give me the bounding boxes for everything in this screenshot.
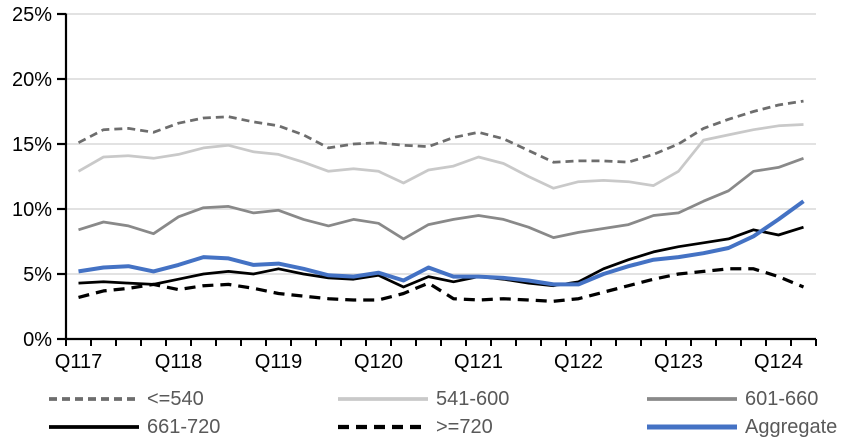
legend-label: <=540	[147, 387, 204, 410]
legend-swatch	[338, 397, 428, 401]
x-axis-label: Q121	[454, 351, 503, 373]
x-axis-label: Q124	[754, 351, 803, 373]
series-line-601-660	[78, 157, 804, 241]
x-axis-label: Q120	[354, 351, 403, 373]
y-axis-label: 25%	[12, 4, 52, 26]
legend-item-601-660: 601-660	[646, 386, 818, 412]
legend-label: 661-720	[147, 415, 221, 438]
series-line--720	[78, 267, 805, 303]
legend-item--720: >=720	[337, 414, 493, 440]
y-axis-label: 15%	[12, 134, 52, 156]
legend-item-541-600: 541-600	[337, 386, 509, 412]
y-axis-label: 5%	[23, 264, 52, 286]
legend-swatch	[49, 425, 139, 429]
series-line-541-600	[77, 123, 804, 190]
legend-swatch	[49, 397, 139, 401]
legend-item-661-720: 661-720	[48, 414, 220, 440]
chart-legend: <=540 541-600 601-660 661-720 >=720 Aggregate	[0, 381, 852, 441]
legend-swatch	[647, 424, 737, 430]
legend-swatch	[647, 397, 737, 401]
legend-label: 601-660	[745, 387, 819, 410]
legend-item--540: <=540	[48, 386, 204, 412]
x-axis-label: Q118	[155, 351, 202, 373]
legend-label: >=720	[436, 415, 493, 438]
y-axis-label: 10%	[12, 199, 52, 221]
legend-swatch	[338, 424, 428, 430]
x-axis-label: Q123	[654, 351, 703, 373]
legend-label: 541-600	[436, 387, 510, 410]
legend-label: Aggregate	[745, 415, 838, 438]
legend-item-aggregate: Aggregate	[646, 414, 837, 440]
y-axis-label: 0%	[23, 329, 52, 351]
x-axis-label: Q119	[255, 351, 302, 373]
series-line-aggregate	[78, 199, 805, 287]
series-line--540	[77, 99, 804, 164]
series-line-661-720	[78, 225, 804, 289]
x-axis-label: Q117	[55, 351, 102, 373]
x-axis-label: Q122	[554, 351, 603, 373]
y-axis-label: 20%	[12, 69, 52, 91]
